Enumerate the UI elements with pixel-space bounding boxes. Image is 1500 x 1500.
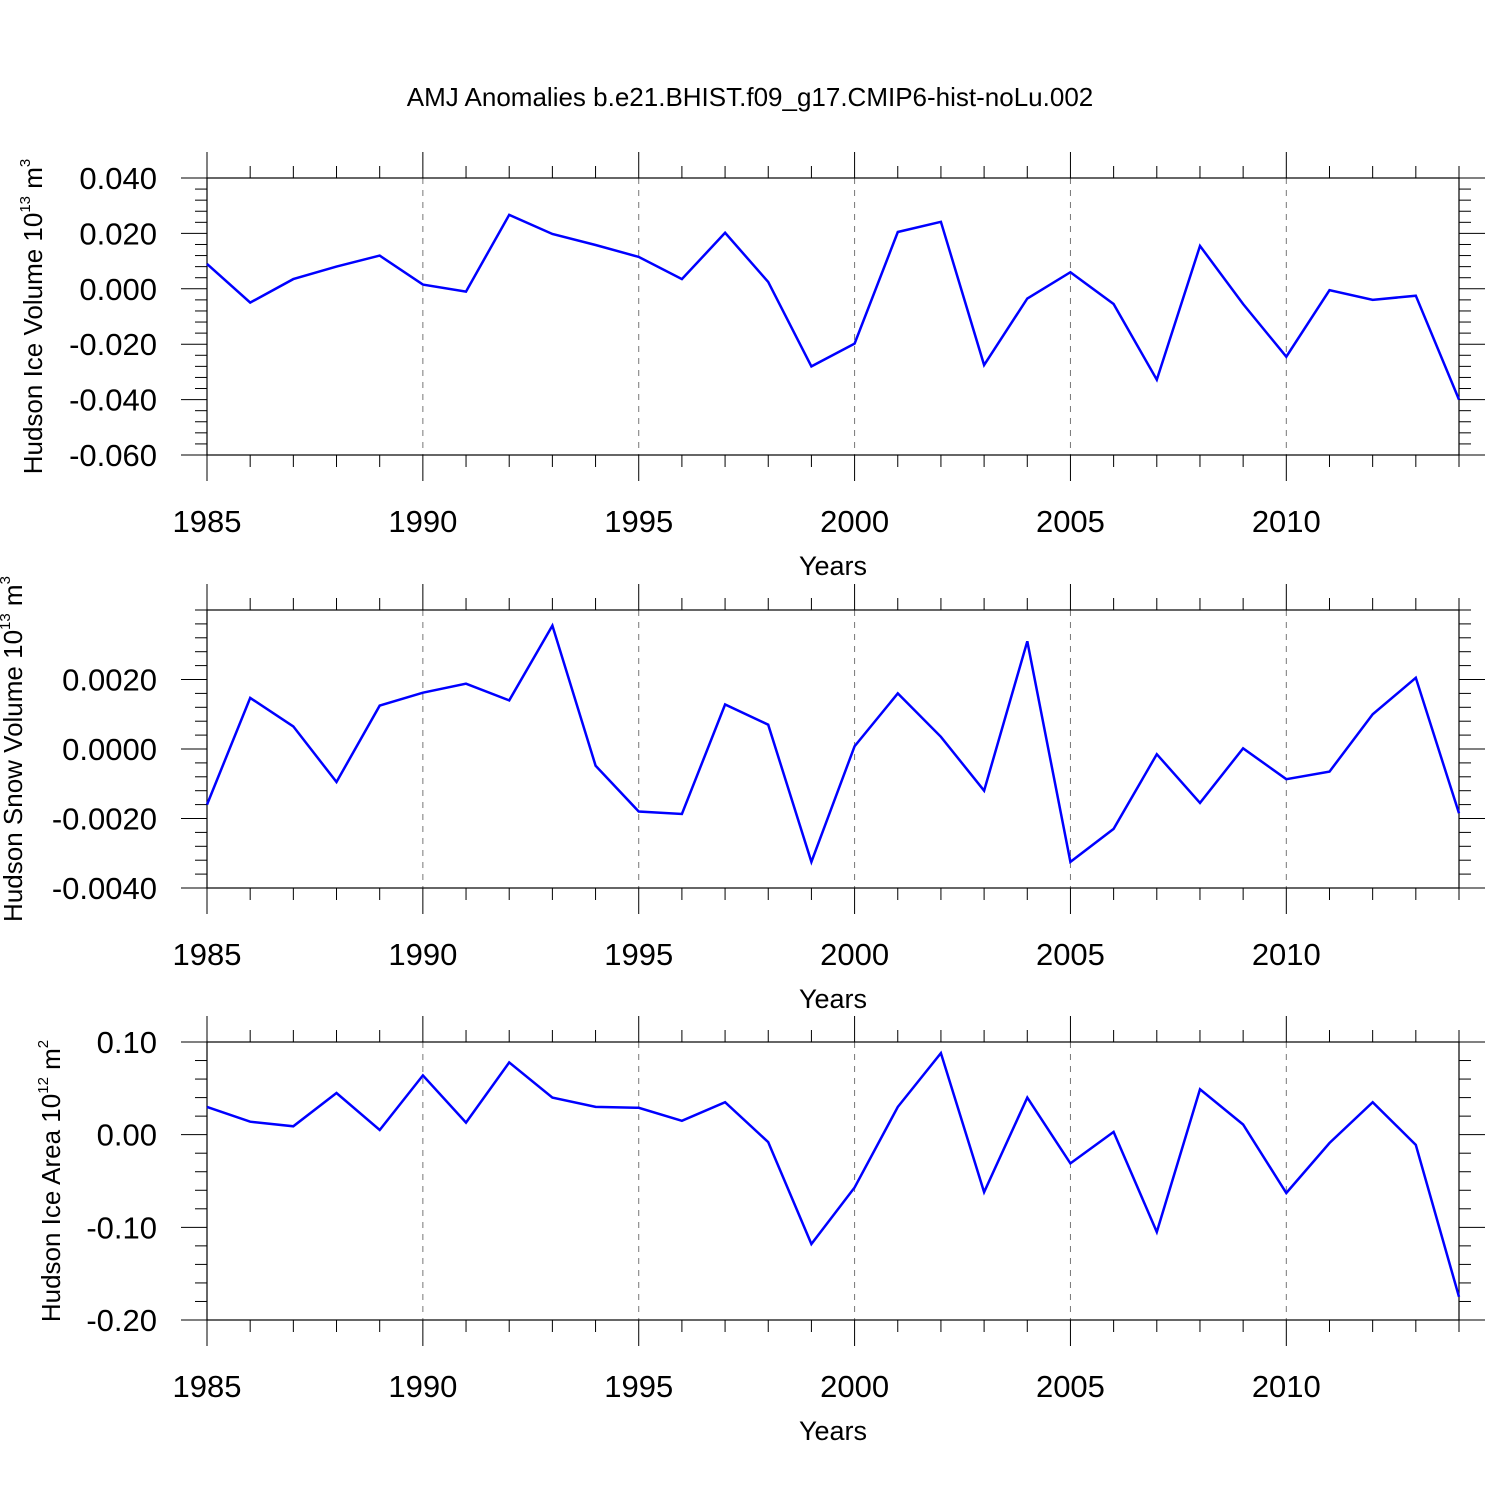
x-tick-label: 1985 [173,504,242,539]
y-tick-label: -0.10 [86,1210,157,1245]
y-axis-label-exponent: 3 [17,159,34,167]
y-axis-label-exponent: 13 [17,196,34,213]
y-tick-label: 0.040 [79,161,157,196]
plot-frame [206,1041,1460,1321]
y-axis-label-text: m [0,584,28,613]
y-axis-label-exponent: 2 [35,1040,52,1048]
panel-2: 1985 1990 1995 2000 2005 2010 0.0020 0.0000 -0.0… [0,576,1485,1014]
chart-title: AMJ Anomalies b.e21.BHIST.f09_g17.CMIP6-… [407,82,1094,112]
y-tick-label: 0.00 [97,1118,157,1153]
y-tick-label: -0.20 [86,1303,157,1338]
x-tick-label: 1990 [388,504,457,539]
y-axis-label-text: Hudson Ice Area 10 [36,1094,66,1322]
x-tick-label: 1995 [604,504,673,539]
y-tick-label: -0.040 [69,383,157,418]
x-tick-label: 2010 [1252,937,1321,972]
x-tick-label: 2005 [1036,937,1105,972]
x-tick-label: 2005 [1036,1369,1105,1404]
x-tick-label: 2010 [1252,504,1321,539]
panel-3: 1985 1990 1995 2000 2005 2010 0.10 0.00 -0.10 -0.… [35,1016,1485,1446]
x-axis-label: Years [799,551,867,581]
y-axis-label: Hudson Ice Volume 1013 m3 [17,159,48,475]
x-axis-label: Years [799,1416,867,1446]
y-tick-label: -0.0040 [52,871,157,906]
y-axis-label: Hudson Ice Area 1012 m2 [35,1040,66,1322]
y-axis-label-exponent: 3 [0,576,14,584]
x-tick-label: 2000 [820,937,889,972]
y-axis-label-text: m [36,1048,66,1077]
plot-frame [206,609,1460,889]
x-tick-label: 2010 [1252,1369,1321,1404]
y-tick-label: 0.0000 [62,732,157,767]
x-tick-label: 2005 [1036,504,1105,539]
y-tick-label: 0.020 [79,216,157,251]
y-tick-label: 0.000 [79,272,157,307]
x-tick-label: 1985 [173,1369,242,1404]
x-tick-label: 1990 [388,1369,457,1404]
y-axis-label: Hudson Snow Volume 1013 m3 [0,576,28,922]
y-tick-label: -0.060 [69,438,157,473]
x-tick-label: 2000 [820,504,889,539]
x-tick-label: 1985 [173,937,242,972]
x-tick-label: 1995 [604,1369,673,1404]
y-tick-label: -0.020 [69,327,157,362]
y-axis-label-exponent: 13 [0,613,14,630]
series-line [206,213,1461,401]
series-line [206,1050,1461,1298]
panel-1: 1985 1990 1995 2000 2005 2010 0.040 0.020 0.000 -… [17,152,1485,581]
y-tick-label: -0.0020 [52,802,157,837]
x-tick-label: 1995 [604,937,673,972]
series-line [205,622,1461,866]
y-tick-label: 0.0020 [62,663,157,698]
y-axis-label-text: Hudson Snow Volume 10 [0,630,28,922]
x-axis-label: Years [799,984,867,1014]
y-tick-label: 0.10 [97,1025,157,1060]
plot-frame [206,177,1460,456]
y-axis-label-exponent: 12 [35,1077,52,1094]
x-tick-label: 1990 [388,937,457,972]
y-axis-label-text: Hudson Ice Volume 10 [18,213,48,475]
x-tick-label: 2000 [820,1369,889,1404]
y-axis-label-text: m [18,167,48,196]
